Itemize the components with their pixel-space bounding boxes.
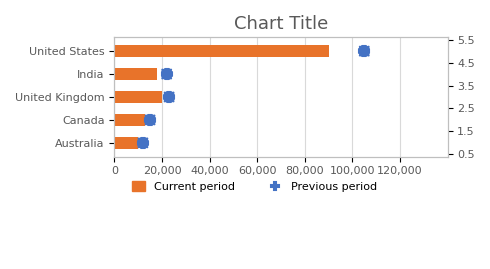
Point bbox=[139, 141, 147, 145]
Point bbox=[165, 95, 173, 99]
Bar bbox=[114, 68, 157, 80]
Point bbox=[146, 118, 154, 122]
Point bbox=[360, 49, 368, 53]
Bar bbox=[114, 45, 328, 57]
Point bbox=[139, 141, 147, 145]
Point bbox=[165, 95, 173, 99]
Point bbox=[146, 118, 154, 122]
Point bbox=[360, 49, 368, 53]
Bar bbox=[114, 114, 146, 126]
Point bbox=[146, 118, 154, 122]
Point bbox=[163, 72, 171, 76]
Title: Chart Title: Chart Title bbox=[234, 15, 328, 33]
Point bbox=[139, 141, 147, 145]
Point bbox=[360, 49, 368, 53]
Point bbox=[163, 72, 171, 76]
Bar bbox=[114, 91, 162, 103]
Bar bbox=[114, 137, 138, 148]
Point bbox=[163, 72, 171, 76]
Legend: Current period, Previous period: Current period, Previous period bbox=[127, 177, 381, 196]
Point bbox=[165, 95, 173, 99]
